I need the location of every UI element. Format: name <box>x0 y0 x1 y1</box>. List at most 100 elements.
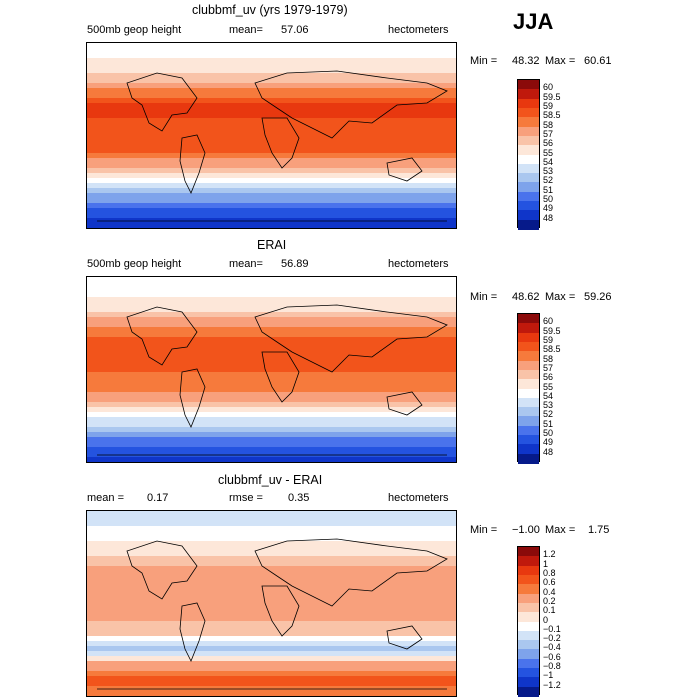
map-band <box>87 631 456 637</box>
map-band <box>87 571 456 577</box>
min-value: −1.00 <box>512 524 540 536</box>
rmse-label: rmse = <box>229 492 263 504</box>
max-label: Max = <box>545 291 576 303</box>
map-band <box>87 357 456 363</box>
units-label: hectometers <box>388 492 449 504</box>
colorbar-swatch <box>518 314 539 324</box>
map-band <box>87 392 456 398</box>
map-band <box>87 93 456 99</box>
map-band <box>87 447 456 453</box>
colorbar-swatch <box>518 98 539 109</box>
map-band <box>87 581 456 587</box>
colorbar-swatch <box>518 182 539 193</box>
map-band <box>87 53 456 59</box>
coastline <box>126 72 198 132</box>
min-label: Min = <box>470 55 498 67</box>
map-band <box>87 58 456 64</box>
map-band <box>87 626 456 632</box>
map-band <box>87 432 456 438</box>
colorbar-tick-label: 55 <box>543 381 554 392</box>
map-band <box>87 213 456 219</box>
map-band <box>87 407 456 413</box>
map-band <box>87 78 456 84</box>
map-field <box>87 511 456 696</box>
colorbar-tick-label: −0.6 <box>543 651 561 662</box>
coastline <box>179 602 206 662</box>
map-band <box>87 347 456 353</box>
colorbar-tick-label: 0.2 <box>543 595 556 606</box>
colorbar-tick-label: 58 <box>543 353 554 364</box>
colorbar-swatch <box>518 173 539 183</box>
map-band <box>87 596 456 602</box>
map-band <box>87 48 456 54</box>
map-band <box>87 208 456 214</box>
colorbar-swatch <box>518 89 539 100</box>
colorbar-swatch <box>518 677 539 688</box>
map-band <box>87 372 456 378</box>
map-band <box>87 566 456 572</box>
colorbar-swatch <box>518 219 539 230</box>
colorbar-swatch <box>518 397 539 408</box>
colorbar-swatch <box>518 686 539 697</box>
colorbar-swatch <box>518 360 539 371</box>
colorbar-tick-label: 56 <box>543 372 554 383</box>
variable-label: 500mb geop height <box>87 24 182 36</box>
map-band <box>87 173 456 179</box>
map-band <box>87 63 456 69</box>
map-band <box>87 302 456 308</box>
map-band <box>87 656 456 662</box>
coastline <box>254 538 448 607</box>
map-band <box>87 198 456 204</box>
colorbar-swatch <box>518 135 539 146</box>
map-band <box>87 223 456 228</box>
colorbar-tick-label: 0.8 <box>543 567 556 578</box>
colorbar-swatch <box>518 630 539 641</box>
colorbar-tick-label: 51 <box>543 184 554 195</box>
colorbar-swatch <box>518 154 539 165</box>
map-band <box>87 601 456 607</box>
colorbar-tick-label: 49 <box>543 203 554 214</box>
mean-label: mean = <box>87 492 124 504</box>
colorbar-swatch <box>518 369 539 380</box>
map-band <box>87 317 456 323</box>
colorbar-swatch <box>518 621 539 632</box>
map-band <box>87 606 456 612</box>
map-band <box>87 611 456 617</box>
map-band <box>87 43 456 49</box>
colorbar-tick-label: 0.4 <box>543 586 556 597</box>
max-value: 59.26 <box>584 291 612 303</box>
colorbar-swatch <box>518 649 539 660</box>
mean-label: mean= <box>229 258 263 270</box>
colorbar-swatch <box>518 145 539 155</box>
map-band <box>87 292 456 298</box>
map-band <box>87 327 456 333</box>
colorbar-tick-label: 1.2 <box>543 549 556 560</box>
map-plot <box>86 42 457 229</box>
colorbar-tick-label: 58.5 <box>543 110 561 121</box>
colorbar-swatch <box>518 640 539 650</box>
colorbar-tick-label: −0.8 <box>543 661 561 672</box>
min-label: Min = <box>470 524 498 536</box>
colorbar-swatch <box>518 416 539 427</box>
map-band <box>87 646 456 652</box>
coastline <box>126 306 198 366</box>
colorbar-tick-label: 48 <box>543 446 554 457</box>
colorbar-tick-label: 57 <box>543 128 554 139</box>
map-band <box>87 576 456 582</box>
rmse-value: 0.35 <box>288 492 310 504</box>
map-band <box>87 163 456 169</box>
map-band <box>87 531 456 537</box>
coastline <box>179 368 206 428</box>
colorbar-tick-label: 60 <box>543 82 554 93</box>
map-band <box>87 551 456 557</box>
max-value: 1.75 <box>588 524 610 536</box>
map-band <box>87 337 456 343</box>
colorbar-tick-label: 0 <box>543 614 549 625</box>
map-band <box>87 193 456 199</box>
panel-title: clubbmf_uv - ERAI <box>218 473 323 487</box>
units-label: hectometers <box>388 24 449 36</box>
coastline <box>254 304 448 373</box>
map-band <box>87 203 456 209</box>
colorbar-swatch <box>518 341 539 352</box>
map-band <box>87 362 456 368</box>
